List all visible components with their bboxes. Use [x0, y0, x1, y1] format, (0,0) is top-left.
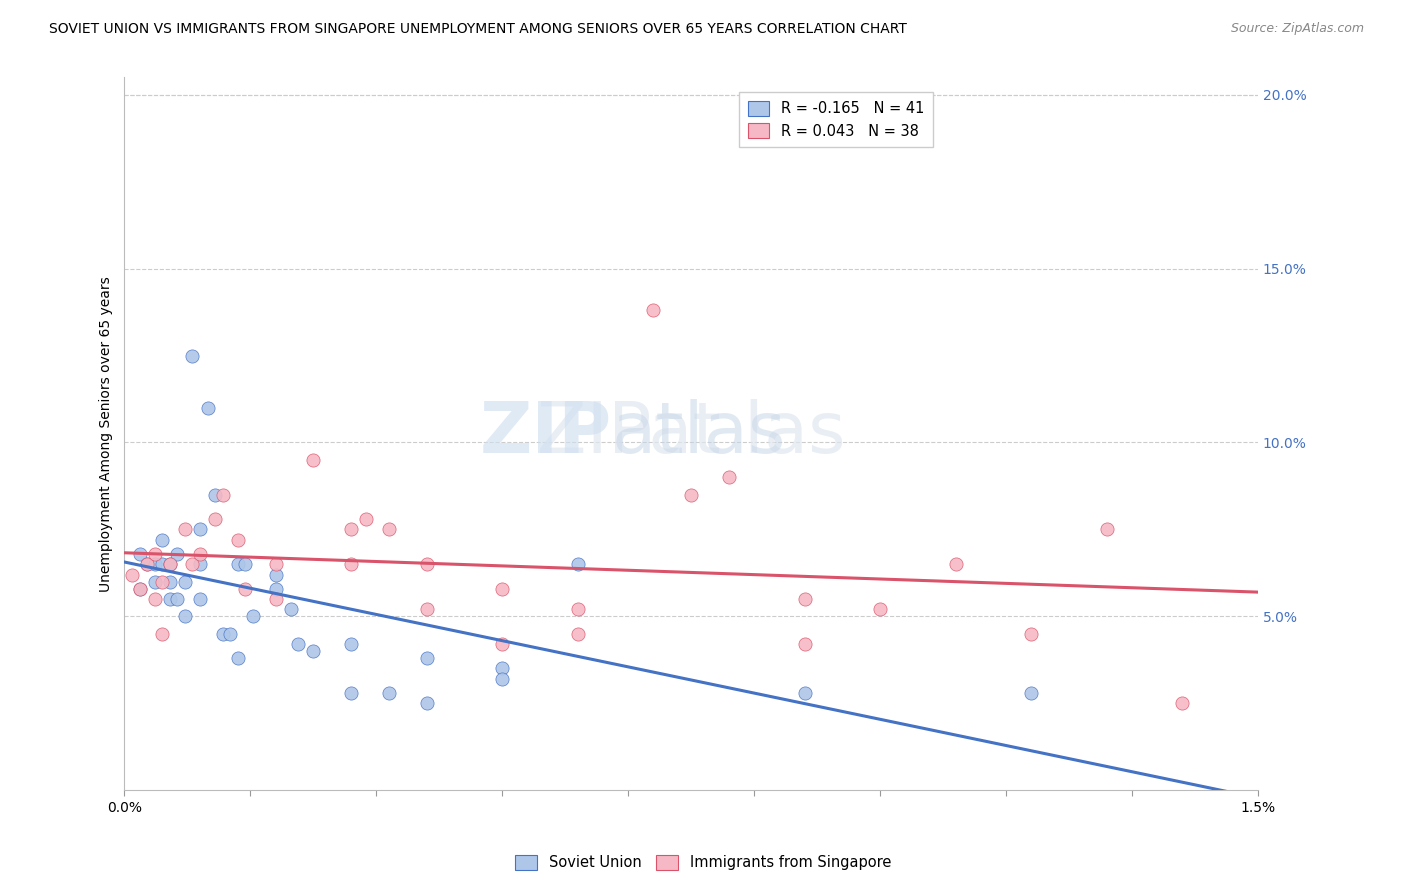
Point: [128, 547, 150, 561]
Y-axis label: Unemployment Among Seniors over 65 years: Unemployment Among Seniors over 65 years: [100, 276, 114, 591]
Point: [1171, 696, 1194, 710]
Point: [235, 582, 257, 596]
Point: [491, 582, 513, 596]
Point: [302, 644, 325, 658]
Point: [188, 557, 211, 571]
Point: [159, 574, 181, 589]
Point: [793, 591, 815, 606]
Point: [188, 522, 211, 536]
Point: [340, 686, 363, 700]
Point: [159, 557, 181, 571]
Point: [143, 547, 166, 561]
Text: SOVIET UNION VS IMMIGRANTS FROM SINGAPORE UNEMPLOYMENT AMONG SENIORS OVER 65 YEA: SOVIET UNION VS IMMIGRANTS FROM SINGAPOR…: [49, 22, 907, 37]
Point: [340, 637, 363, 651]
Point: [143, 574, 166, 589]
Text: ZIP: ZIP: [479, 400, 612, 468]
Point: [188, 547, 211, 561]
Point: [181, 349, 204, 363]
Point: [235, 557, 257, 571]
Point: [264, 582, 287, 596]
Point: [264, 567, 287, 582]
Point: [415, 557, 437, 571]
Point: [188, 591, 211, 606]
Point: [174, 609, 197, 624]
Point: [204, 488, 226, 502]
Point: [567, 626, 589, 640]
Point: [159, 591, 181, 606]
Point: [226, 651, 249, 665]
Point: [166, 591, 188, 606]
Point: [287, 637, 309, 651]
Text: ZIPat las: ZIPat las: [537, 400, 845, 468]
Point: [136, 557, 159, 571]
Point: [415, 696, 437, 710]
Point: [197, 401, 219, 415]
Point: [159, 557, 181, 571]
Point: [211, 488, 233, 502]
Text: atlas: atlas: [612, 400, 786, 468]
Point: [181, 557, 204, 571]
Point: [128, 582, 150, 596]
Point: [491, 637, 513, 651]
Point: [174, 574, 197, 589]
Point: [166, 547, 188, 561]
Point: [491, 672, 513, 686]
Point: [793, 686, 815, 700]
Point: [340, 522, 363, 536]
Point: [567, 602, 589, 616]
Point: [264, 591, 287, 606]
Point: [143, 557, 166, 571]
Point: [150, 557, 173, 571]
Point: [150, 626, 173, 640]
Point: [136, 557, 159, 571]
Point: [264, 557, 287, 571]
Point: [174, 522, 197, 536]
Point: [219, 626, 242, 640]
Point: [150, 574, 173, 589]
Point: [1019, 686, 1042, 700]
Point: [869, 602, 891, 616]
Point: [226, 557, 249, 571]
Point: [340, 557, 363, 571]
Point: [280, 602, 302, 616]
Point: [717, 470, 740, 484]
Point: [378, 522, 401, 536]
Point: [415, 651, 437, 665]
Point: [491, 661, 513, 675]
Point: [567, 557, 589, 571]
Point: [211, 626, 233, 640]
Point: [356, 512, 378, 526]
Point: [681, 488, 703, 502]
Point: [204, 512, 226, 526]
Legend: Soviet Union, Immigrants from Singapore: Soviet Union, Immigrants from Singapore: [509, 848, 897, 876]
Point: [643, 303, 665, 318]
Point: [415, 602, 437, 616]
Point: [945, 557, 967, 571]
Point: [226, 533, 249, 547]
Point: [378, 686, 401, 700]
Point: [143, 591, 166, 606]
Point: [1095, 522, 1118, 536]
Text: Source: ZipAtlas.com: Source: ZipAtlas.com: [1230, 22, 1364, 36]
Point: [793, 637, 815, 651]
Point: [121, 567, 143, 582]
Point: [150, 533, 173, 547]
Legend: R = -0.165   N = 41, R = 0.043   N = 38: R = -0.165 N = 41, R = 0.043 N = 38: [738, 92, 934, 147]
Point: [302, 453, 325, 467]
Point: [242, 609, 264, 624]
Point: [1019, 626, 1042, 640]
Point: [128, 582, 150, 596]
